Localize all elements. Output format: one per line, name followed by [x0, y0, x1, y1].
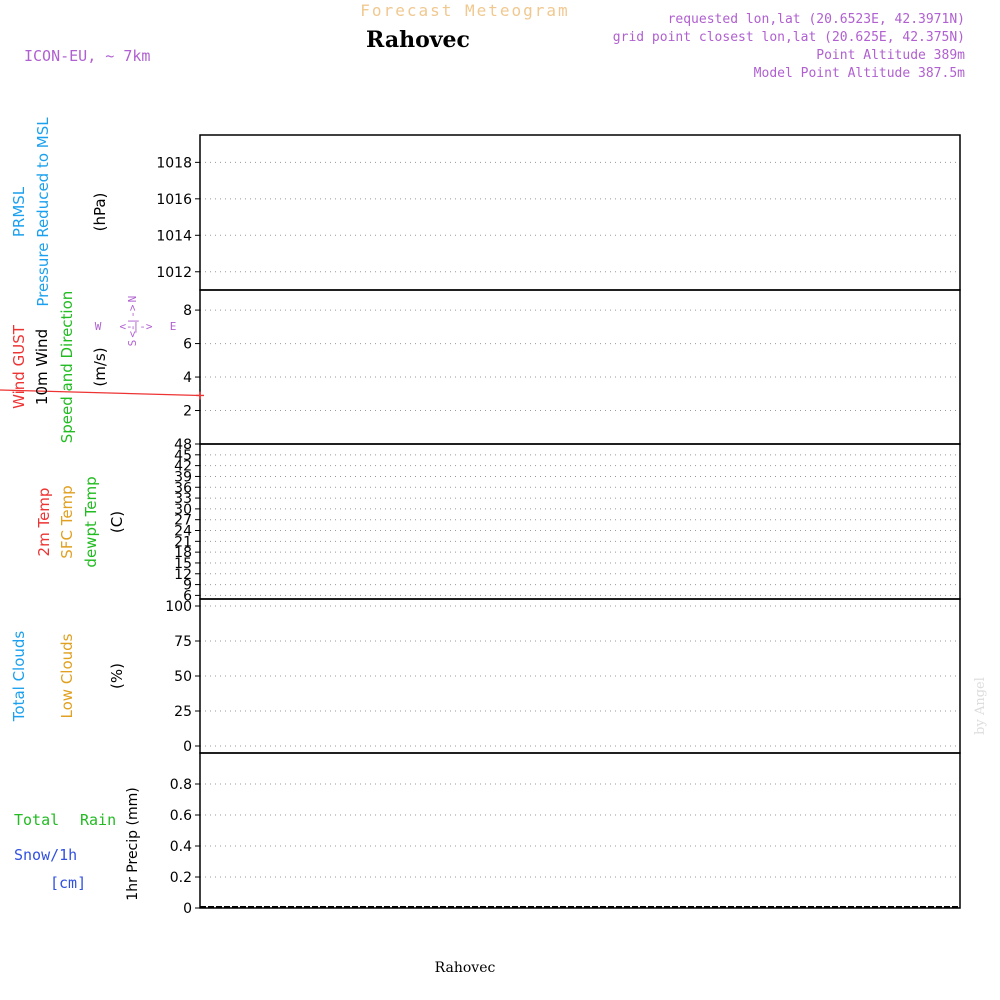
y-tick-label: 0 [183, 739, 192, 755]
panel-frame [199, 752, 961, 909]
y-tick-label: 4 [183, 370, 192, 386]
y-tick-label: 0.6 [170, 808, 192, 824]
pressure-labels: PRMSL Pressure Reduced to MSL (hPa) [10, 117, 109, 307]
side-label: dewpt Temp [82, 476, 100, 567]
footer-location: Rahovec [435, 960, 496, 976]
side-label: PRMSL [10, 186, 28, 237]
model-label: ICON-EU, ~ 7km [24, 47, 150, 65]
side-label: Low Clouds [58, 633, 76, 718]
gust-marker [196, 391, 204, 400]
side-label: Total Clouds [10, 631, 28, 723]
precip-rain-label: Rain [80, 811, 116, 829]
wind-labels: Wind GUST 10m Wind Speed and Direction (m/s… [10, 291, 109, 444]
y-tick-label: 45 [174, 448, 192, 464]
y-tick-label: 0.8 [170, 777, 192, 793]
wind-rose-w: W [95, 320, 102, 333]
model-point-altitude: Model Point Altitude 387.5m [754, 66, 965, 81]
precip-cm-label: [cm] [50, 874, 86, 892]
side-label: 2m Temp [35, 488, 53, 557]
side-label: Speed and Direction [58, 291, 76, 444]
y-tick-label: 21 [174, 534, 192, 550]
panel-frame [199, 289, 961, 445]
clouds-labels: Total Clouds Low Clouds (%) [10, 631, 126, 723]
y-tick-label: 75 [174, 634, 192, 650]
y-tick-label: 27 [174, 513, 192, 529]
y-tick-label: 1018 [156, 155, 192, 171]
y-tick-label: 15 [174, 556, 192, 572]
chart-title: Forecast Meteogram [360, 1, 569, 20]
pressure-panel: 1012 1014 1016 1018 [156, 134, 961, 291]
requested-coords: requested lon,lat (20.6523E, 42.3971N) [668, 12, 965, 27]
y-tick-label: 8 [183, 303, 192, 319]
y-tick-label: 0 [183, 901, 192, 917]
y-tick-label: 18 [174, 545, 192, 561]
side-label: (%) [108, 663, 126, 689]
y-tick-label: 0.4 [170, 839, 192, 855]
wind-rose-s: S [126, 340, 139, 347]
side-label: SFC Temp [58, 485, 76, 558]
wind-direction-legend: N S W E <-|-> <-|-> [95, 296, 177, 347]
wind-rose-n: N [126, 296, 139, 303]
y-tick-label: 6 [183, 588, 192, 604]
precip-snow-label: Snow/1h [14, 846, 77, 864]
wind-rose-arrows-h: <-|-> [119, 320, 152, 333]
y-tick-label: 2 [183, 404, 192, 420]
y-tick-label: 42 [174, 459, 192, 475]
y-tick-label: 1016 [156, 192, 192, 208]
y-tick-label: 30 [174, 502, 192, 518]
precipitation-panel: 0 0.2 0.4 0.6 0.8 [170, 752, 961, 917]
grid-point-coords: grid point closest lon,lat (20.625E, 42.… [613, 30, 965, 45]
side-label: Wind GUST [10, 324, 28, 409]
y-tick-label: 33 [174, 491, 192, 507]
precip-axis-label: 1hr Precip (mm) [125, 787, 141, 900]
precipitation-labels: Total Rain Snow/1h [cm] 1hr Precip (mm) [14, 787, 141, 900]
clouds-panel: 0 25 50 75 100 [165, 598, 961, 755]
wind-rose-arrows-v: <-|-> [126, 304, 139, 337]
side-label: (hPa) [91, 193, 109, 232]
temperature-labels: 2m Temp SFC Temp dewpt Temp (C) [35, 476, 126, 567]
y-tick-label: 25 [174, 704, 192, 720]
y-tick-label: 24 [174, 524, 192, 540]
side-label: (m/s) [91, 347, 109, 386]
y-tick-label: 36 [174, 480, 192, 496]
y-tick-label: 1014 [156, 228, 192, 244]
side-label: Pressure Reduced to MSL [34, 117, 52, 307]
y-tick-label: 0.2 [170, 870, 192, 886]
side-label: (C) [108, 511, 126, 533]
y-tick-label: 12 [174, 567, 192, 583]
y-tick-label: 1012 [156, 265, 192, 281]
side-label: 10m Wind [33, 329, 51, 405]
location-title: Rahovec [366, 27, 470, 53]
y-tick-label: 48 [174, 437, 192, 453]
precip-total-label: Total [14, 811, 59, 829]
point-altitude: Point Altitude 389m [816, 48, 965, 63]
y-tick-label: 39 [174, 469, 192, 485]
y-tick-label: 9 [183, 578, 192, 594]
y-tick-label: 50 [174, 669, 192, 685]
watermark: by Angel [973, 677, 988, 735]
wind-panel: 2 4 6 8 [0, 289, 961, 445]
panel-frame [199, 134, 961, 291]
y-tick-label: 100 [165, 599, 192, 615]
wind-rose-e: E [170, 320, 177, 333]
panel-frame [199, 443, 961, 600]
y-tick-label: 6 [183, 337, 192, 353]
